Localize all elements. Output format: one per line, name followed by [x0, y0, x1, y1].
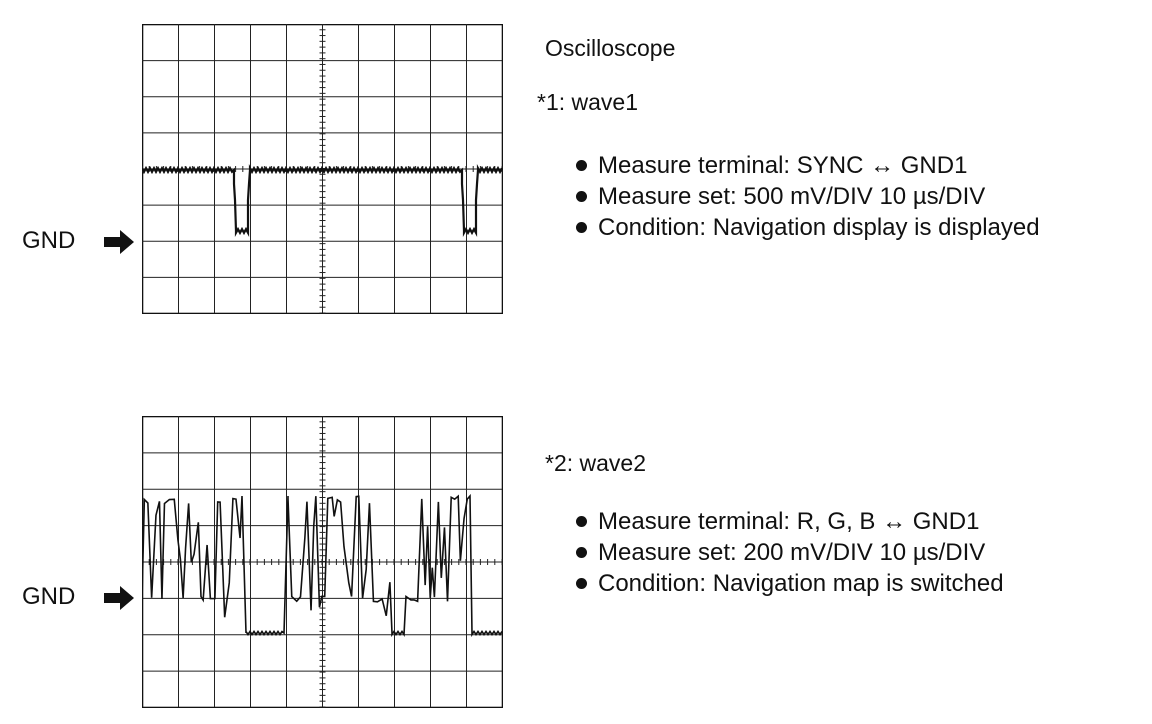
- bullet-item: Measure set: 200 mV/DIV 10 µs/DIV: [576, 537, 1004, 568]
- arrow-right-icon: [104, 586, 134, 610]
- bullet-item: Condition: Navigation map is switched: [576, 568, 1004, 599]
- arrow-right-icon: [104, 230, 134, 254]
- gnd-label-2: GND: [22, 583, 76, 610]
- bullet-icon: [576, 160, 587, 171]
- bullet-list-2: Measure terminal: R, G, B ↔ GND1 Measure…: [576, 506, 1004, 599]
- oscilloscope-grid-2: [142, 416, 503, 708]
- wave-label-1: *1: wave1: [537, 89, 639, 115]
- waveform-trace: [142, 493, 503, 638]
- bullet-icon: [576, 516, 587, 527]
- oscilloscope-grid-1: [142, 24, 503, 314]
- bullet-icon: [576, 222, 587, 233]
- bullet-list-1: Measure terminal: SYNC ↔ GND1 Measure se…: [576, 150, 1040, 243]
- page-title: Oscilloscope: [545, 35, 676, 61]
- oscilloscope-screen-2: [142, 416, 503, 708]
- bullet-item: Condition: Navigation display is display…: [576, 212, 1040, 243]
- bullet-item: Measure terminal: R, G, B ↔ GND1: [576, 506, 1004, 537]
- wave-label-2: *2: wave2: [545, 450, 647, 476]
- oscilloscope-screen-1: [142, 24, 503, 314]
- bullet-icon: [576, 191, 587, 202]
- bullet-item: Measure set: 500 mV/DIV 10 µs/DIV: [576, 181, 1040, 212]
- bullet-item: Measure terminal: SYNC ↔ GND1: [576, 150, 1040, 181]
- waveform-trace: [142, 163, 503, 238]
- bullet-icon: [576, 578, 587, 589]
- bullet-icon: [576, 547, 587, 558]
- gnd-label-1: GND: [22, 227, 76, 254]
